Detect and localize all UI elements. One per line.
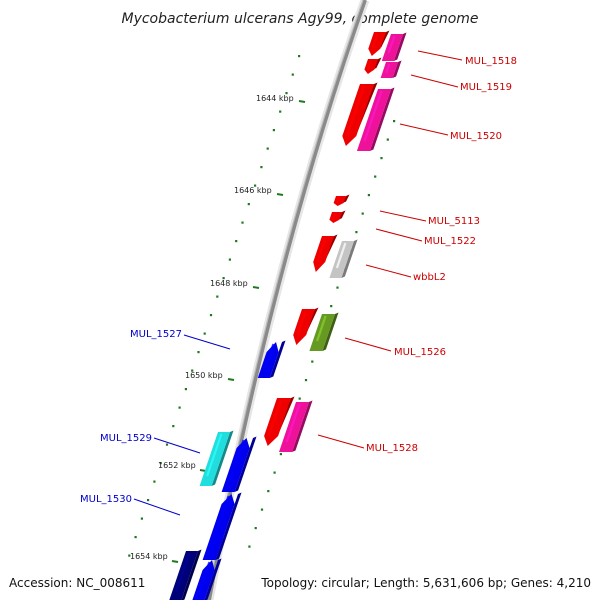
gene-label-mul-1528: MUL_1528 (366, 443, 418, 454)
kbp-label-1652: 1652 kbp (158, 461, 196, 470)
gene-label-mul-1519: MUL_1519 (460, 82, 512, 93)
gene-mul-1531-b (192, 558, 222, 600)
topology-text: Topology: circular; Length: 5,631,606 bp… (260, 576, 591, 590)
gene-mul-1518-a (368, 30, 390, 56)
gene-mul-1520-b (356, 87, 395, 151)
gene-mul-1530 (202, 492, 242, 560)
gene-label-mul-1520: MUL_1520 (450, 131, 502, 142)
gene-features (169, 30, 407, 600)
gene-mul-1528-b (279, 400, 313, 452)
gene-mul-1528-a (264, 396, 295, 446)
gene-label-mul-1529: MUL_1529 (100, 433, 152, 444)
gene-mul-1523 (313, 234, 338, 272)
kbp-ticks: 1644 kbp 1646 kbp 1648 kbp 1650 kbp 1652… (130, 94, 306, 563)
gene-mul-1520-a (342, 82, 378, 146)
gene-label-mul-1527: MUL_1527 (130, 329, 182, 340)
gene-mul-1526 (309, 312, 339, 351)
gene-mul-1522 (329, 210, 346, 223)
left-tick-track (128, 55, 301, 557)
gene-label-mul-1518: MUL_1518 (465, 56, 517, 67)
gene-mul-1519-a (364, 57, 382, 74)
gene-label-mul-5113: MUL_5113 (428, 216, 480, 227)
gene-label-mul-1526: MUL_1526 (394, 347, 446, 358)
gene-mul-1529-b (221, 436, 257, 492)
gene-label-mul-1522: MUL_1522 (424, 236, 476, 247)
leader-lines (133, 50, 463, 516)
genome-title: Mycobacterium ulcerans Agy99, complete g… (121, 11, 478, 27)
gene-label-wbbl2: wbbL2 (413, 272, 446, 283)
gene-mul-1518-b (381, 32, 407, 61)
kbp-label-1646: 1646 kbp (234, 186, 272, 195)
gene-mul-1519-b (380, 60, 402, 78)
gene-mul-1527 (257, 340, 286, 378)
kbp-label-1650: 1650 kbp (185, 371, 223, 380)
gene-label-mul-1530: MUL_1530 (80, 494, 132, 505)
accession-text: Accession: NC_008611 (9, 576, 145, 590)
kbp-label-1654: 1654 kbp (130, 552, 168, 561)
gene-labels: MUL_1518 MUL_1519 MUL_1520 MUL_5113 MUL_… (80, 56, 517, 505)
kbp-label-1648: 1648 kbp (210, 279, 248, 288)
gene-mul-1531-a (169, 549, 202, 600)
gene-mul-1529-a (199, 430, 234, 486)
kbp-label-1644: 1644 kbp (256, 94, 294, 103)
gene-wbbl2 (329, 239, 358, 278)
gene-mul-5113 (333, 194, 350, 206)
gene-mul-1525 (293, 307, 319, 345)
